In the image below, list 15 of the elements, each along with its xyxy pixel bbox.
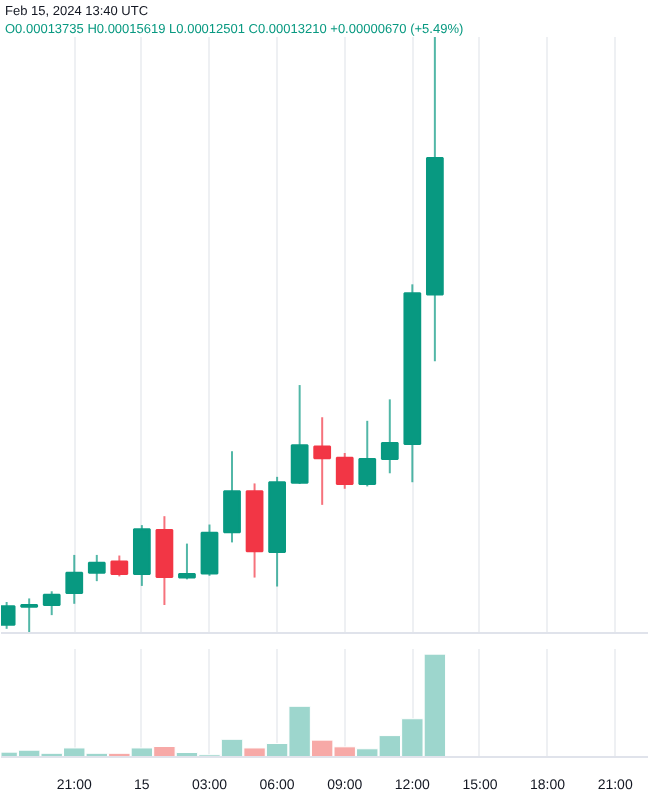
candlestick [335,452,354,490]
candlestick [313,416,332,506]
candlestick [380,398,399,475]
candlestick [223,450,241,544]
candlestick [42,590,61,617]
candlestick [87,553,106,583]
candlestick [132,524,151,587]
candlestick [20,597,39,633]
candlestick [65,553,84,605]
candlestick [155,515,174,606]
candlestick [358,419,377,488]
candlestick [178,542,196,581]
candlestick [110,554,129,578]
candlestick [200,523,219,577]
candlestick [290,384,309,485]
